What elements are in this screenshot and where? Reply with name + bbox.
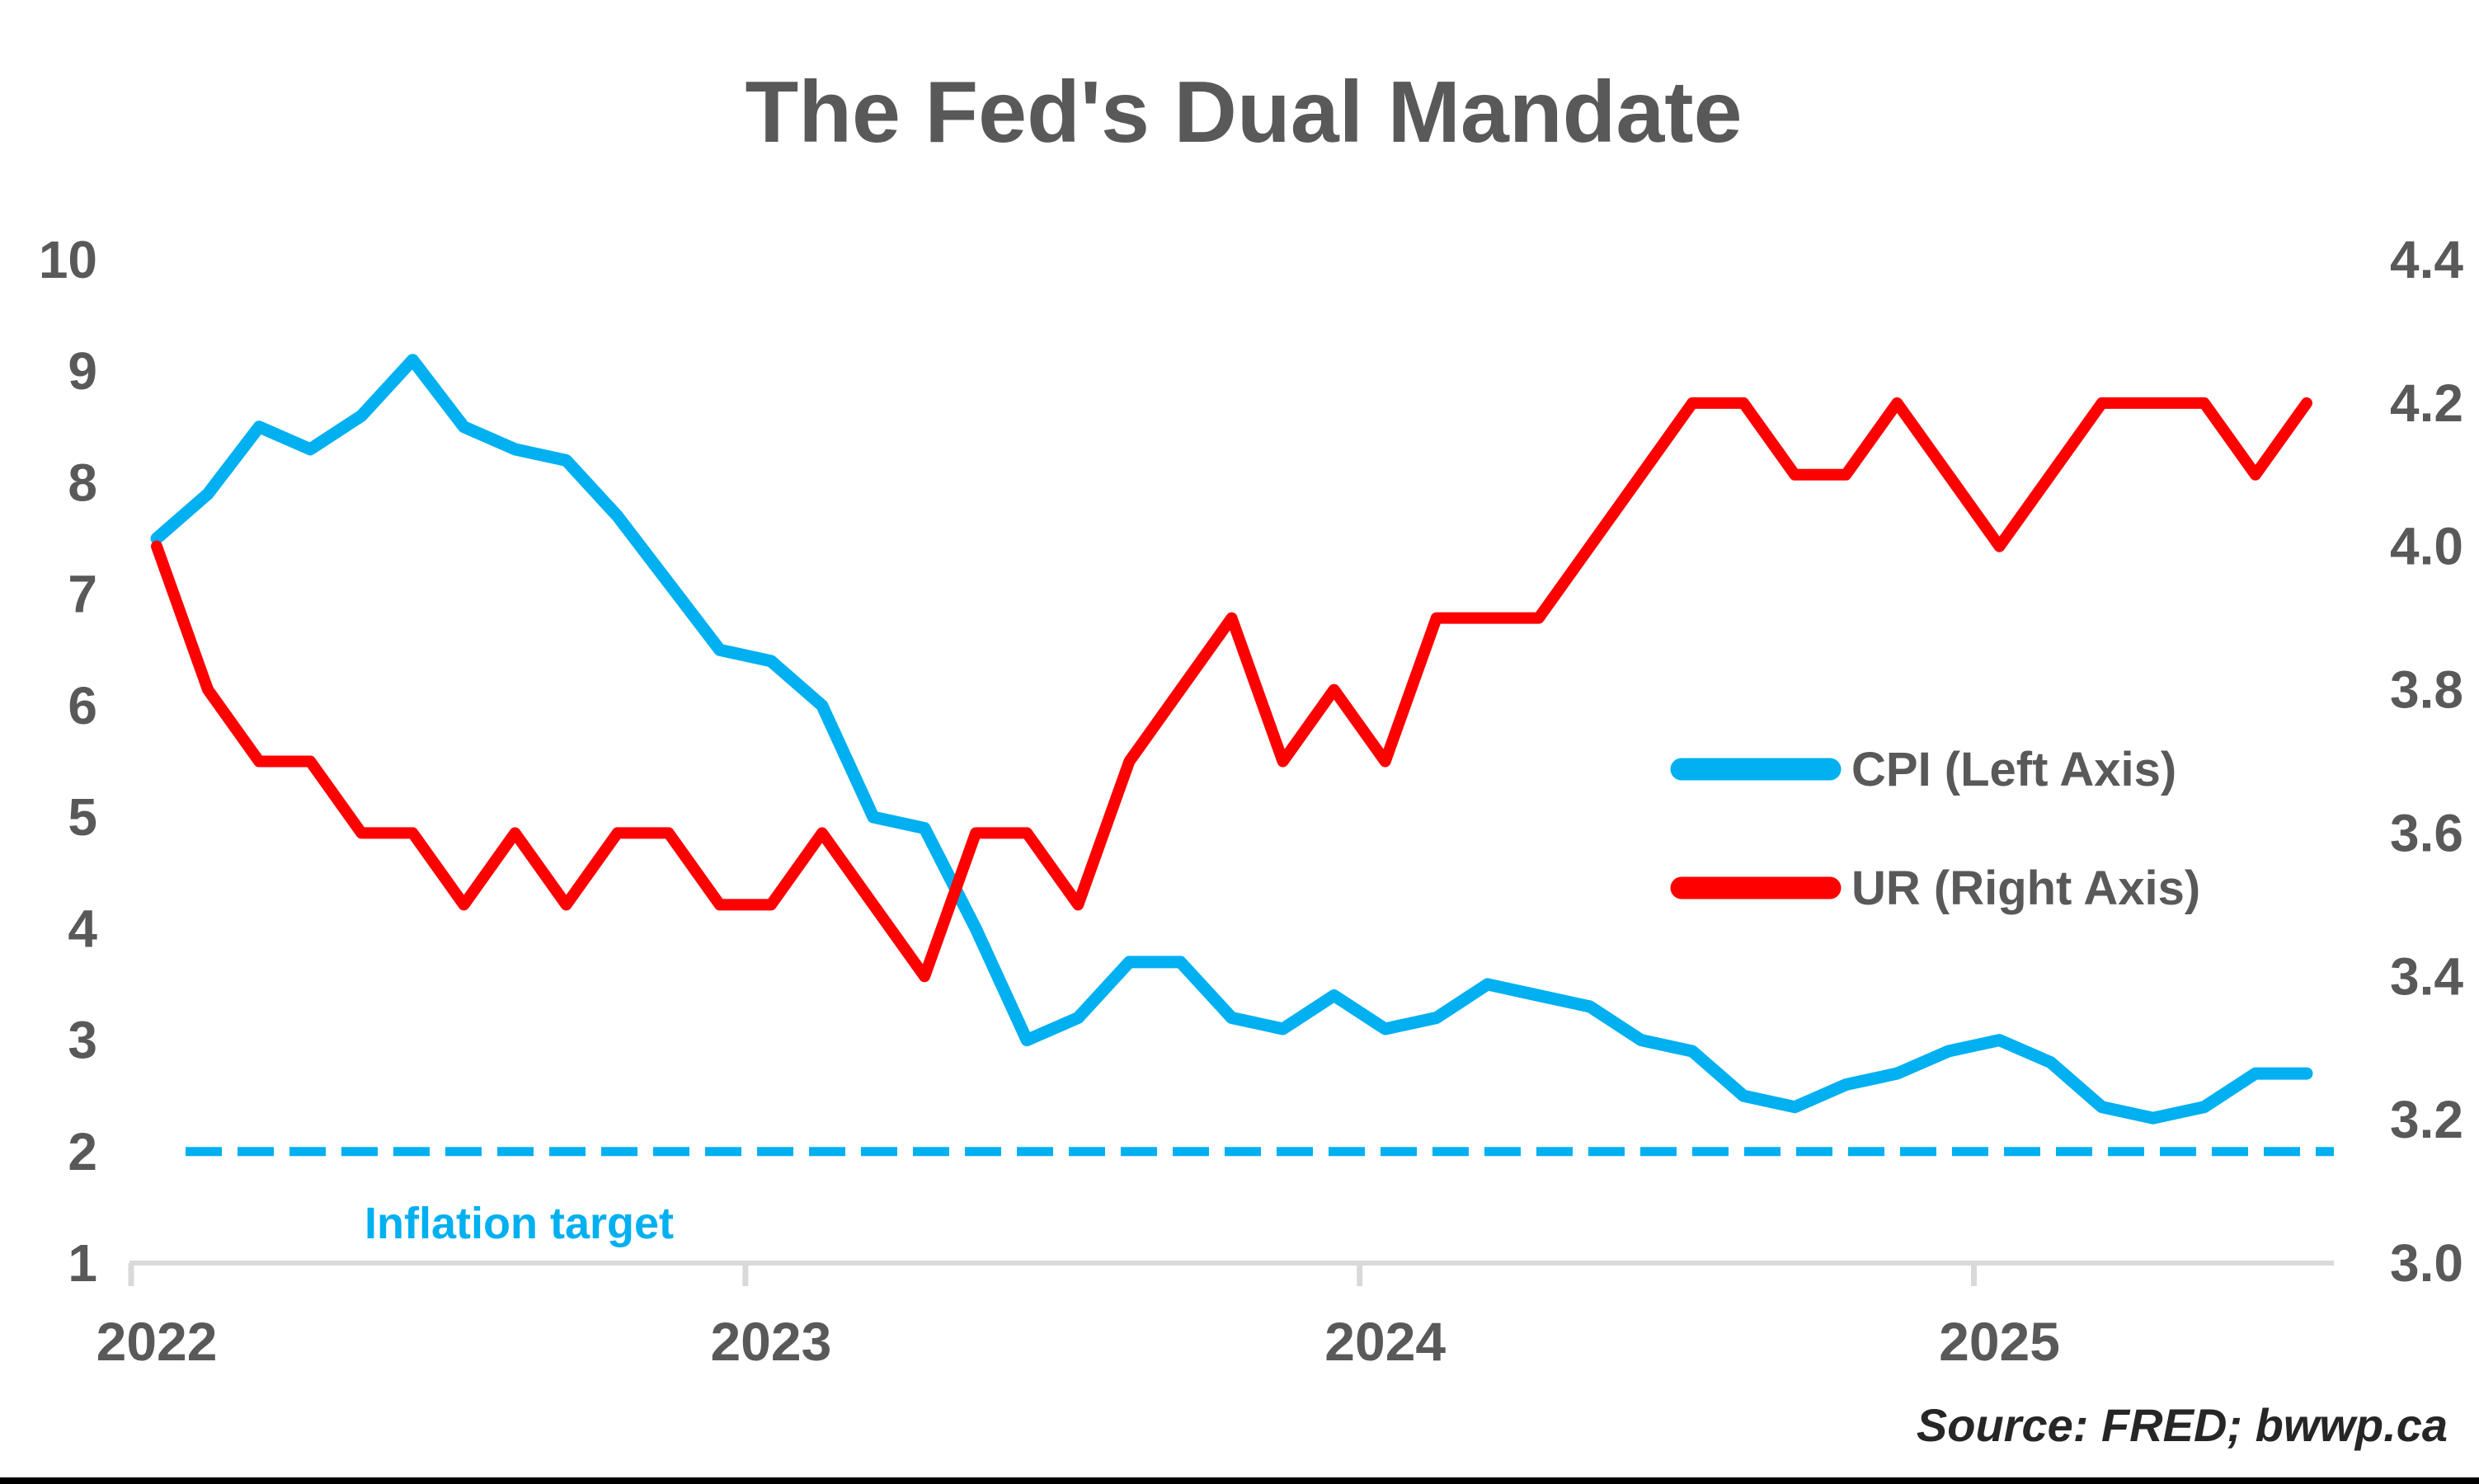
right-axis-tick-label: 3.6	[2390, 803, 2463, 862]
left-axis-tick-label: 7	[68, 565, 97, 624]
ur-line	[151, 397, 2312, 983]
left-axis-tick-label: 3	[68, 1011, 97, 1070]
right-axis-tick-label: 3.8	[2390, 660, 2463, 720]
right-axis-tick-label: 3.4	[2390, 946, 2463, 1006]
left-axis-tick-label: 6	[68, 676, 97, 735]
inflation-target-label: Inflation target	[365, 1199, 674, 1248]
bottom-border	[0, 1477, 2479, 1484]
legend: CPI (Left Axis) UR (Right Axis)	[1670, 743, 2200, 915]
year-label: 2024	[1324, 1311, 1446, 1372]
left-axis-tick-label: 9	[68, 341, 97, 401]
series-layer	[150, 354, 2334, 1157]
year-label: 2022	[96, 1311, 218, 1372]
left-axis-tick-label: 10	[39, 230, 97, 289]
legend-ur-label: UR (Right Axis)	[1851, 862, 2200, 915]
cpi-line	[150, 354, 2313, 1125]
right-axis-tick-label: 4.0	[2390, 517, 2463, 576]
right-axis-tick-label: 4.4	[2390, 230, 2463, 289]
left-axis-tick-label: 5	[68, 787, 97, 847]
year-label: 2025	[1939, 1311, 2060, 1372]
axes-layer: 2022 2023 2024 2025 10 9 8 7 6 5 4 3 2 1 4.4 4.2 4.0 3.8 3…	[39, 230, 2464, 1372]
left-axis-tick-label: 4	[68, 899, 97, 958]
legend-cpi-label: CPI (Left Axis)	[1851, 743, 2176, 796]
right-axis-tick-label: 3.0	[2390, 1233, 2463, 1293]
chart-title: The Fed's Dual Mandate	[745, 63, 1742, 161]
left-axis-tick-label: 1	[68, 1233, 97, 1293]
left-axis-tick-label: 2	[68, 1122, 97, 1181]
right-axis-tick-label: 4.2	[2390, 373, 2463, 433]
left-axis-tick-label: 8	[68, 453, 97, 512]
source-note: Source: FRED; bwwp.ca	[1917, 1399, 2448, 1451]
year-label: 2023	[710, 1311, 831, 1372]
right-axis-tick-label: 3.2	[2390, 1090, 2463, 1149]
